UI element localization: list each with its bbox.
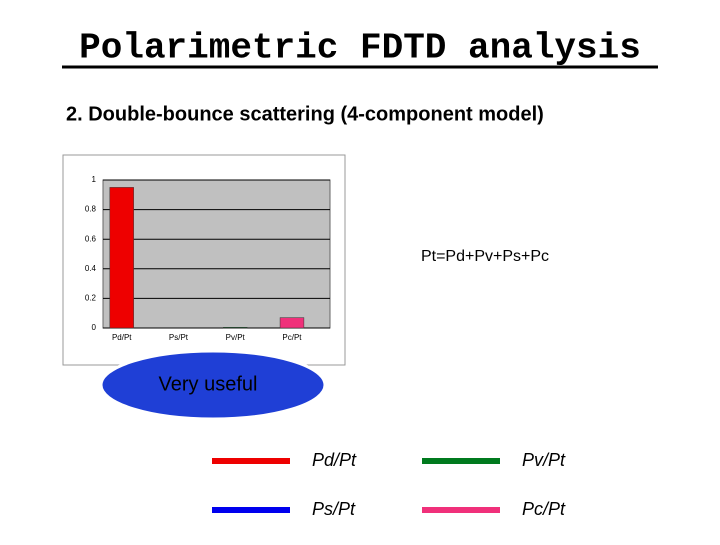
y-tick-label: 1 [92, 175, 97, 184]
y-tick-label: 0 [92, 323, 97, 332]
legend-label: Pd/Pt [312, 450, 357, 470]
callout-text: Very useful [159, 373, 258, 395]
slide-title: Polarimetric FDTD analysis [79, 28, 641, 69]
bar [279, 317, 305, 329]
y-tick-label: 0.6 [85, 234, 97, 243]
x-tick-label: Pv/Pt [226, 333, 246, 342]
plot-area [102, 179, 331, 329]
y-tick-label: 0.2 [85, 294, 97, 303]
legend-label: Ps/Pt [312, 499, 356, 519]
x-tick-label: Pc/Pt [282, 333, 302, 342]
bar [109, 187, 134, 329]
y-tick-label: 0.8 [85, 205, 97, 214]
bar [223, 327, 248, 329]
slide-subtitle: 2. Double-bounce scattering (4-component… [66, 103, 544, 125]
callout-ellipse [99, 349, 327, 421]
legend-label: Pv/Pt [522, 450, 566, 470]
annotation: Pt=Pd+Pv+Ps+Pc [421, 248, 549, 265]
legend-label: Pc/Pt [522, 499, 566, 519]
y-tick-label: 0.4 [85, 264, 97, 273]
x-tick-label: Pd/Pt [112, 333, 132, 342]
x-tick-label: Ps/Pt [169, 333, 189, 342]
